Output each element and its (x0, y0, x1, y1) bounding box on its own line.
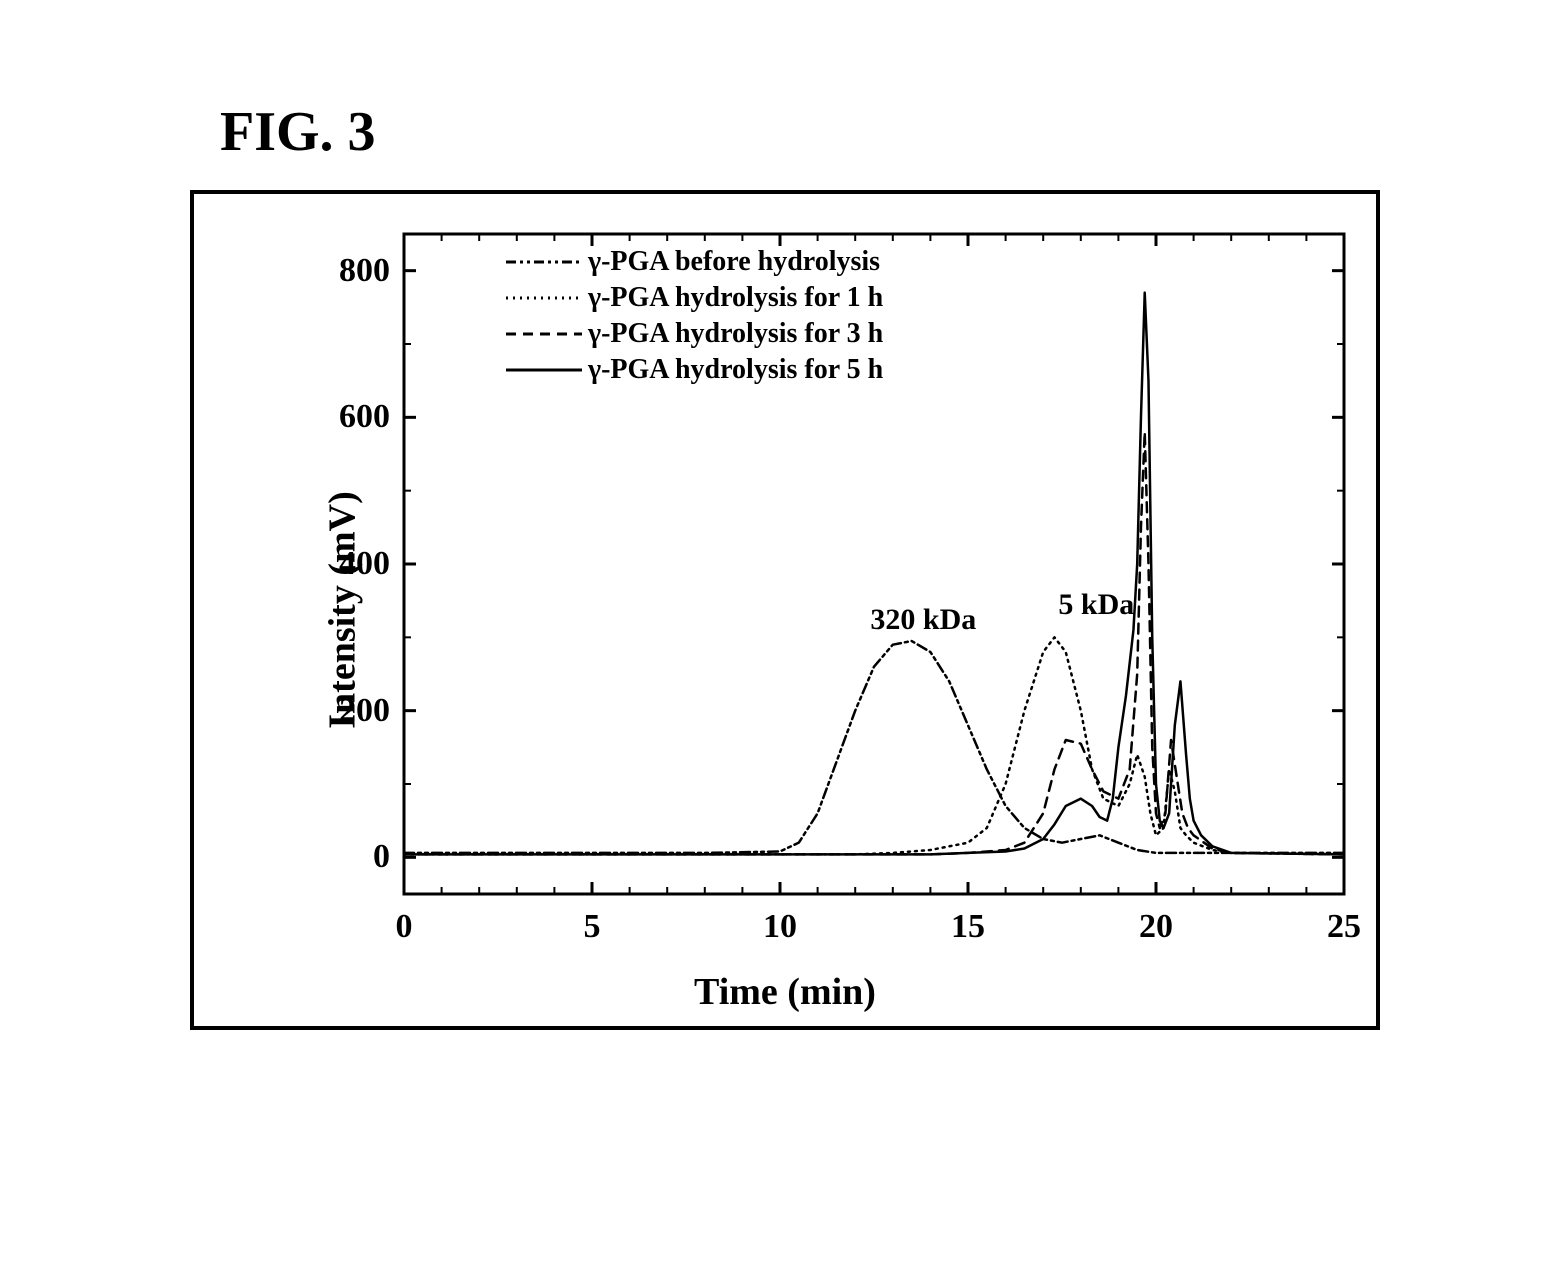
legend-label: γ-PGA hydrolysis for 1 h (588, 282, 883, 314)
legend-item: γ-PGA hydrolysis for 1 h (504, 280, 883, 316)
legend-swatch (504, 355, 584, 385)
y-tick-label: 800 (339, 252, 390, 290)
series-before (404, 641, 1344, 853)
y-tick-label: 400 (339, 545, 390, 583)
legend-label: γ-PGA hydrolysis for 3 h (588, 318, 883, 350)
x-tick-label: 5 (584, 908, 601, 946)
y-tick-label: 0 (373, 838, 390, 876)
y-tick-label: 200 (339, 692, 390, 730)
x-axis-label: Time (min) (694, 970, 876, 1014)
chart-annotation: 320 kDa (870, 603, 976, 637)
plot-area: 05101520250200400600800320 kDa5 kDaγ-PGA… (404, 234, 1344, 894)
legend-item: γ-PGA before hydrolysis (504, 244, 883, 280)
legend-label: γ-PGA before hydrolysis (588, 246, 880, 278)
legend-item: γ-PGA hydrolysis for 5 h (504, 352, 883, 388)
legend-swatch (504, 319, 584, 349)
series-3h (404, 432, 1344, 854)
x-tick-label: 20 (1139, 908, 1173, 946)
x-tick-label: 10 (763, 908, 797, 946)
y-tick-label: 600 (339, 398, 390, 436)
page: FIG. 3 Intensity (mV) Time (min) 0510152… (0, 0, 1549, 1264)
legend-label: γ-PGA hydrolysis for 5 h (588, 354, 883, 386)
chart-outer-frame: Intensity (mV) Time (min) 05101520250200… (190, 190, 1380, 1030)
x-tick-label: 25 (1327, 908, 1361, 946)
legend-swatch (504, 247, 584, 277)
legend-swatch (504, 283, 584, 313)
figure-title: FIG. 3 (220, 100, 376, 164)
x-tick-label: 0 (396, 908, 413, 946)
series-1h (404, 637, 1344, 854)
chart-wrap: Intensity (mV) Time (min) 05101520250200… (194, 194, 1376, 1026)
legend: γ-PGA before hydrolysis γ-PGA hydrolysis … (504, 244, 883, 388)
chart-annotation: 5 kDa (1058, 588, 1134, 622)
x-tick-label: 15 (951, 908, 985, 946)
legend-item: γ-PGA hydrolysis for 3 h (504, 316, 883, 352)
